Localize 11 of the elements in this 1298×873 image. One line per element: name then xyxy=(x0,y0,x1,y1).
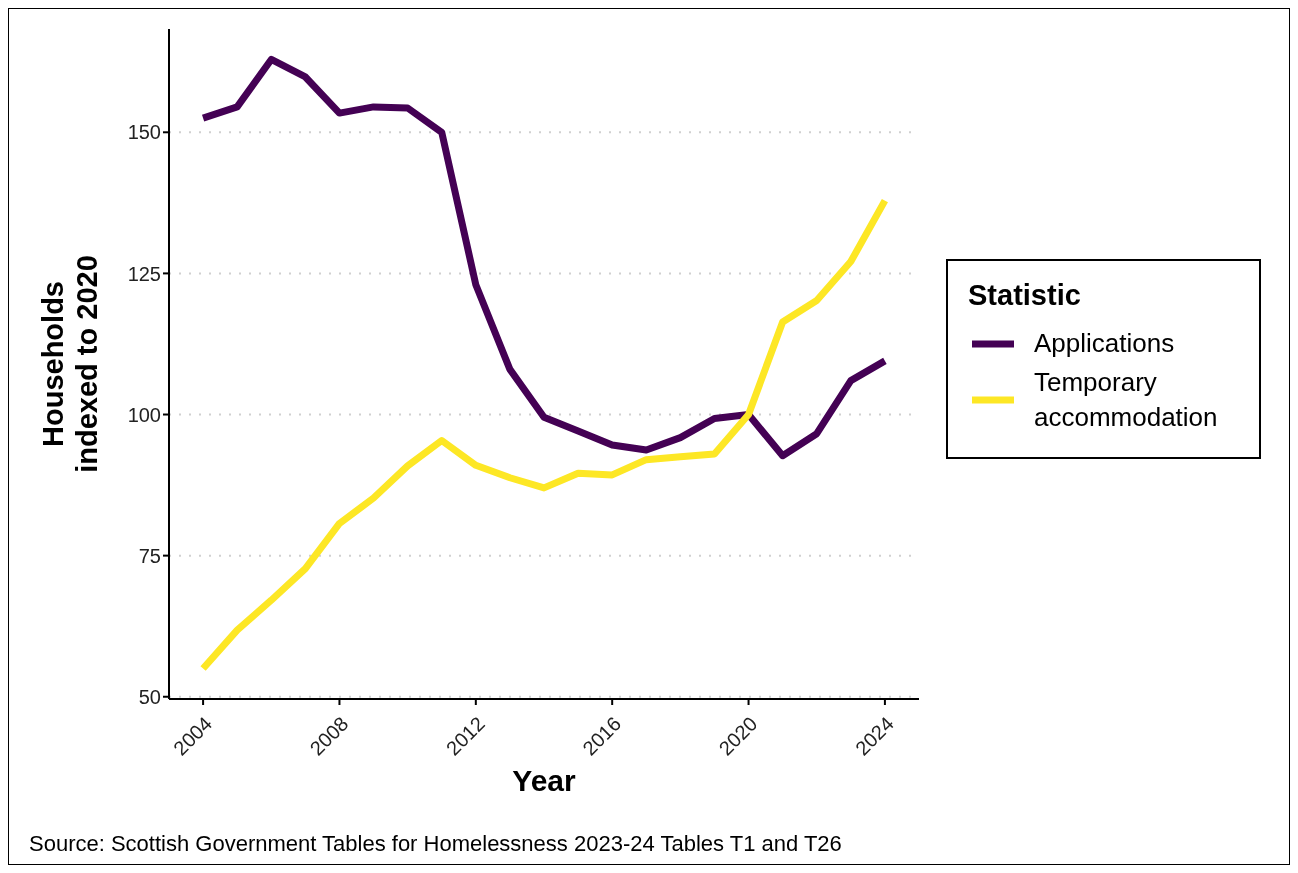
y-tick-label: 75 xyxy=(138,544,161,567)
legend-label: Applications xyxy=(1034,327,1175,360)
x-axis-title: Year xyxy=(512,764,577,797)
y-tick-label: 50 xyxy=(138,685,161,708)
y-tick-label: 125 xyxy=(127,262,161,285)
legend-title: Statistic xyxy=(968,279,1082,312)
y-tick-label: 150 xyxy=(127,121,161,144)
source-note: Source: Scottish Government Tables for Homelessness 2023-24 Tables T1 and T26 xyxy=(29,831,842,857)
legend-label: Temporary accommodation xyxy=(1034,366,1219,434)
y-axis-title: Households indexed to 2020 xyxy=(37,255,103,473)
y-tick-label: 100 xyxy=(127,403,161,426)
